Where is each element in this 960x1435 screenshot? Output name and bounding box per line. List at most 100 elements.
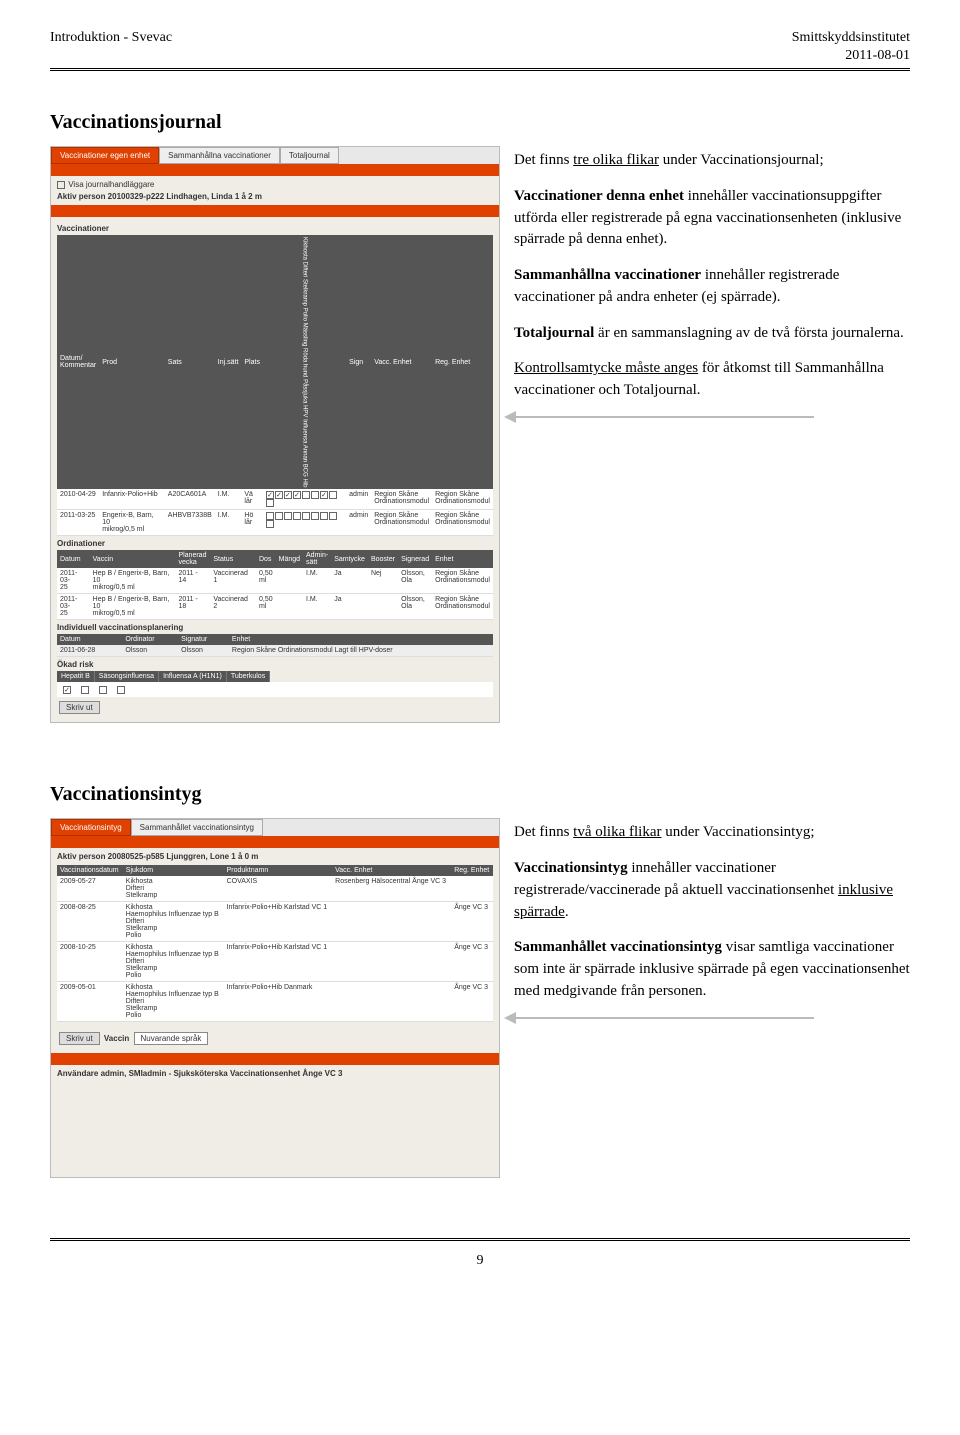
ivp-row[interactable]: 2011-06-28 Olsson Olsson Region Skåne Or… <box>57 645 493 657</box>
vacc-plats: Vä lår <box>241 489 263 510</box>
intyg-h-r: Reg. Enhet <box>451 865 493 876</box>
vacc-sats: A20CA601A <box>165 489 215 510</box>
footer-rule <box>50 1238 910 1241</box>
tab-intyg[interactable]: Vaccinationsintyg <box>51 819 131 836</box>
ordinations-label: Ordinationer <box>57 539 493 548</box>
vacc-sign: admin <box>346 489 371 510</box>
intyg-h-d: Vaccinationsdatum <box>57 865 123 876</box>
intyg-screenshot: Vaccinationsintyg Sammanhållet vaccinati… <box>50 818 500 1178</box>
text-underline: två olika flikar <box>573 824 661 840</box>
intyg-row[interactable]: 2009-05-01 Kikhosta Haemophilus Influenz… <box>57 982 493 1022</box>
orange-bar-2 <box>51 205 499 217</box>
risk-tab-tb[interactable]: Tuberkulos <box>227 671 270 682</box>
ivp-h-s: Signatur <box>178 634 229 645</box>
ord-h-mgd: Mängd <box>276 550 303 568</box>
tab-sammanhallet-intyg[interactable]: Sammanhållet vaccinationsintyg <box>131 819 263 836</box>
ord-h-sig: Signerad <box>398 550 432 568</box>
vacc-re: Region Skåne Ordinationsmodul <box>432 489 493 510</box>
tab-totaljournal[interactable]: Totaljournal <box>280 147 339 164</box>
intyg-r: Ånge VC 3 <box>451 982 493 1022</box>
text-underline: tre olika flikar <box>573 152 659 168</box>
ivp-h-o: Ordinator <box>122 634 178 645</box>
visa-checkbox[interactable] <box>57 181 65 189</box>
arrow-2 <box>514 1017 910 1019</box>
intyg-p: Infanrix-Polio+Hib Danmark <box>224 982 333 1022</box>
vacc-inj: I.M. <box>215 510 242 536</box>
tab-sammanhallna[interactable]: Sammanhållna vaccinationer <box>159 147 280 164</box>
ord-v: Hep B / Engerix-B, Barn, 10 mikrog/0,5 m… <box>90 568 176 594</box>
vacc-header-row: Datum/ Kommentar Prod Sats Inj.sätt Plat… <box>57 235 493 489</box>
intyg-v: Rosenberg Hälsocentral Ånge VC 3 <box>332 876 451 902</box>
arrow-line-icon <box>514 1017 814 1019</box>
intyg-header-row: Vaccinationsdatum Sjukdom Produktnamn Va… <box>57 865 493 876</box>
text-bold: Totaljournal <box>514 325 594 341</box>
intyg-row[interactable]: 2009-05-27 Kikhosta Difteri Stelkramp CO… <box>57 876 493 902</box>
risk-tab-hepb[interactable]: Hepatit B <box>57 671 95 682</box>
intyg-h-v: Vacc. Enhet <box>332 865 451 876</box>
intyg-row[interactable]: 2008-08-25 Kikhosta Haemophilus Influenz… <box>57 902 493 942</box>
vacc-ve: Region Skåne Ordinationsmodul <box>371 489 432 510</box>
ord-h-dos: Dos <box>256 550 276 568</box>
ord-sam: Ja <box>331 594 368 620</box>
ord-h-pv: Planerad vecka <box>175 550 210 568</box>
intyg-row[interactable]: 2008-10-25 Kikhosta Haemophilus Influenz… <box>57 942 493 982</box>
intyg-table: Vaccinationsdatum Sjukdom Produktnamn Va… <box>57 865 493 1022</box>
intyg-s: Kikhosta Difteri Stelkramp <box>123 876 224 902</box>
text-p1: Det finns tre olika flikar under Vaccina… <box>514 150 910 172</box>
ord-row[interactable]: 2011-03- 25 Hep B / Engerix-B, Barn, 10 … <box>57 594 493 620</box>
intyg-footer: Användare admin, SMIadmin - Sjukskötersk… <box>51 1065 499 1082</box>
risk-tab-sason[interactable]: Säsongsinfluensa <box>95 671 159 682</box>
text-p4: Totaljournal är en sammanslagning av de … <box>514 323 910 345</box>
text-bold: Vaccinationsintyg <box>514 860 628 876</box>
vacc-checks <box>263 510 346 536</box>
arrow-1 <box>514 416 910 418</box>
text-bold: Sammanhållet vaccinationsintyg <box>514 939 722 955</box>
vacc-h-prod: Prod <box>99 235 165 489</box>
skriv-ut-button-2[interactable]: Skriv ut <box>59 1032 100 1045</box>
tab-egen-enhet[interactable]: Vaccinationer egen enhet <box>51 147 159 164</box>
orange-bar-4 <box>51 1053 499 1065</box>
vaccinations-label: Vaccinationer <box>57 224 493 233</box>
ord-header-row: Datum Vaccin Planerad vecka Status Dos M… <box>57 550 493 568</box>
ord-mgd <box>276 568 303 594</box>
vaccinations-table: Datum/ Kommentar Prod Sats Inj.sätt Plat… <box>57 235 493 536</box>
vacc-h-re: Reg. Enhet <box>432 235 493 489</box>
vacc-row[interactable]: 2010-04-29 Infanrix-Polio+Hib A20CA601A … <box>57 489 493 510</box>
vaccin-select[interactable]: Nuvarande språk <box>134 1032 209 1045</box>
vacc-row[interactable]: 2011-03-25 Engerix-B, Barn, 10 mikrog/0,… <box>57 510 493 536</box>
risk-check[interactable] <box>99 686 107 694</box>
section1-row: Vaccinationer egen enhet Sammanhållna va… <box>50 146 910 723</box>
journal-screenshot: Vaccinationer egen enhet Sammanhållna va… <box>50 146 500 723</box>
ord-h-boo: Booster <box>368 550 398 568</box>
text-p5: Kontrollsamtycke måste anges för åtkomst… <box>514 358 910 402</box>
risk-tab-h1n1[interactable]: Influensa A (H1N1) <box>159 671 227 682</box>
ord-adm: I.M. <box>303 568 331 594</box>
vacc-checks <box>263 489 346 510</box>
ord-row[interactable]: 2011-03- 25 Hep B / Engerix-B, Barn, 10 … <box>57 568 493 594</box>
text-span: . <box>565 904 569 920</box>
ivp-header-row: Datum Ordinator Signatur Enhet <box>57 634 493 645</box>
text-span: Det finns <box>514 152 573 168</box>
ivp-table: Datum Ordinator Signatur Enhet 2011-06-2… <box>57 634 493 657</box>
intyg-r: Ånge VC 3 <box>451 902 493 942</box>
ord-en: Region Skåne Ordinationsmodul <box>432 594 493 620</box>
vacc-prod: Engerix-B, Barn, 10 mikrog/0,5 ml <box>99 510 165 536</box>
intyg-r: Ånge VC 3 <box>451 942 493 982</box>
text-span: under Vaccinationsintyg; <box>661 824 814 840</box>
skriv-ut-button[interactable]: Skriv ut <box>59 701 100 714</box>
risk-check[interactable] <box>81 686 89 694</box>
risk-check[interactable] <box>117 686 125 694</box>
risk-check[interactable] <box>63 686 71 694</box>
vacc-plats: Hö lår <box>241 510 263 536</box>
section2-text: Det finns två olika flikar under Vaccina… <box>514 818 910 1018</box>
intyg-d: 2009-05-01 <box>57 982 123 1022</box>
text-span: under Vaccinationsjournal; <box>659 152 824 168</box>
arrow-line-icon <box>514 416 814 418</box>
ord-dos: 0,50 ml <box>256 594 276 620</box>
section1-text: Det finns tre olika flikar under Vaccina… <box>514 146 910 418</box>
vacc-h-plats: Plats <box>241 235 263 489</box>
ord-sig: Olsson, Ola <box>398 568 432 594</box>
vaccin-label: Vaccin <box>104 1034 129 1043</box>
ord-v: Hep B / Engerix-B, Barn, 10 mikrog/0,5 m… <box>90 594 176 620</box>
ord-h-st: Status <box>210 550 256 568</box>
